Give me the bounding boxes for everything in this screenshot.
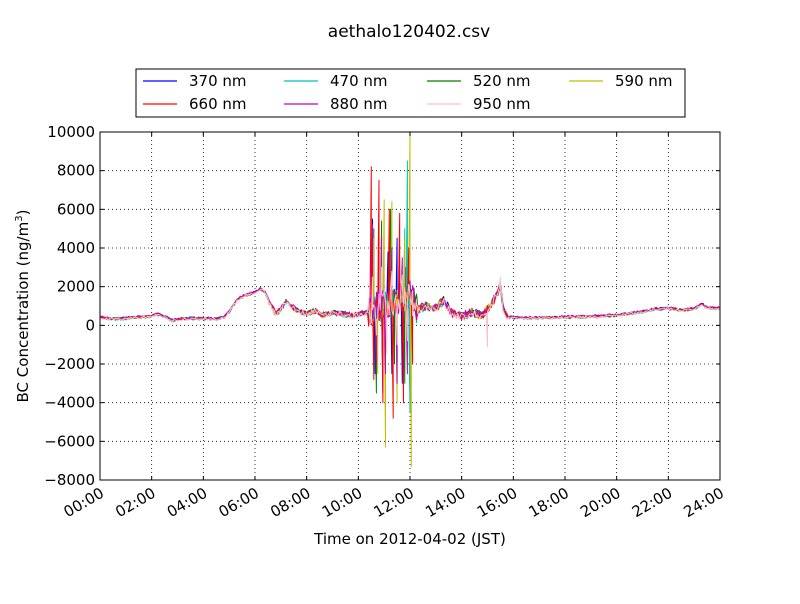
legend-label: 370 nm: [189, 72, 247, 90]
legend-label: 470 nm: [330, 72, 388, 90]
x-tick-label: 10:00: [319, 484, 365, 521]
y-tick-label: 8000: [57, 162, 95, 180]
y-axis-label-tail: ): [14, 210, 32, 216]
grid: [100, 132, 720, 480]
y-axis-label: BC Concentration (ng/m3): [14, 210, 32, 403]
x-tick-label: 16:00: [474, 484, 520, 521]
chart-title: aethalo120402.csv: [328, 22, 490, 42]
series-line-950-nm: [99, 266, 721, 355]
x-tick-label: 02:00: [112, 484, 158, 521]
legend-label: 590 nm: [615, 72, 673, 90]
y-axis-label-main: BC Concentration (ng/m: [14, 222, 32, 403]
legend-label: 950 nm: [473, 95, 531, 113]
y-tick-label: 2000: [57, 278, 95, 296]
x-tick-label: 20:00: [577, 484, 623, 521]
series-lines: [99, 131, 721, 467]
x-tick-label: 18:00: [526, 484, 572, 521]
legend: [135, 68, 686, 118]
y-tick-label: 6000: [57, 200, 95, 218]
y-tick-label: 4000: [57, 239, 95, 257]
y-tick-label: 0: [85, 316, 95, 334]
legend-items: 370 nm 470 nm 520 nm 590 nm 660 nm 880 nm 950 …: [143, 72, 673, 113]
x-tick-labels: 00:00 02:00 04:00 06:00 08:00 10:00 12:00 14:00…: [61, 484, 727, 521]
x-tick-label: 06:00: [216, 484, 262, 521]
x-tick-label: 22:00: [629, 484, 675, 521]
x-axis-label: Time on 2012-04-02 (JST): [313, 530, 506, 548]
y-tick-label: 10000: [47, 123, 95, 141]
series-line-660-nm: [99, 166, 721, 419]
x-tick-label: 08:00: [267, 484, 313, 521]
legend-label: 660 nm: [189, 95, 247, 113]
y-tick-label: −8000: [44, 471, 95, 489]
y-tick-label: −4000: [44, 394, 95, 412]
legend-label: 520 nm: [473, 72, 531, 90]
legend-label: 880 nm: [330, 95, 388, 113]
axis-ticks: [99, 131, 721, 481]
x-tick-label: 24:00: [681, 484, 727, 521]
y-tick-labels: −8000 −6000 −4000 −2000 0 2000 4000 6000 8000 100…: [44, 123, 95, 489]
x-tick-label: 12:00: [371, 484, 417, 521]
y-axis-label-sup: 3: [14, 215, 25, 221]
x-tick-label: 04:00: [164, 484, 210, 521]
y-tick-label: −6000: [44, 432, 95, 450]
x-tick-label: 00:00: [61, 484, 107, 521]
x-tick-label: 14:00: [422, 484, 468, 521]
y-tick-label: −2000: [44, 355, 95, 373]
